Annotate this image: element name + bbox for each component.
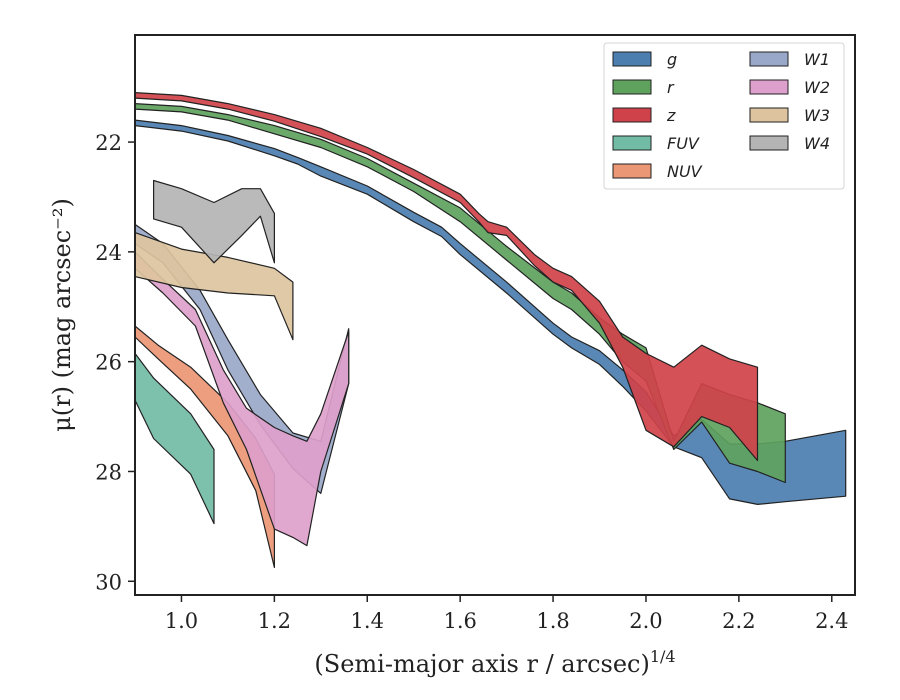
legend-label-w3: W3 [804,106,830,125]
series-band-w4 [153,179,275,264]
series-layer [134,91,847,569]
x-tick-label: 1.8 [536,609,569,633]
plot-frame [134,34,856,596]
legend-swatch-w1 [749,51,789,67]
legend: grz FUV NUV W1 W2 W3 W4 [603,42,845,190]
y-tick-label: 30 [95,570,122,594]
x-tick-label: 1.4 [351,609,384,633]
legend-swatch-g [612,51,652,67]
series-band-w2 [134,251,350,547]
series-band-fuv [134,352,215,525]
x-axis-title: (Semi-major axis r / arcsec)1/4 [314,647,675,678]
x-tick-label: 2.4 [815,609,848,633]
y-tick-label: 22 [95,131,122,155]
legend-label-w2: W2 [804,78,830,97]
series-band-z [134,91,759,462]
ticks-layer: 1.0 1.2 1.4 1.6 1.8 2.0 2.2 2.4 22 24 26 28 30 [95,131,848,633]
y-tick-label: 26 [95,351,122,375]
legend-label-fuv: FUV [667,134,700,153]
legend-label-nuv: NUV [667,162,703,181]
legend-label-z: z [666,106,676,125]
x-tick-label: 2.0 [629,609,662,633]
legend-label-w4: W4 [804,134,830,153]
legend-swatch-w3 [749,107,789,123]
x-tick-label: 1.2 [258,609,291,633]
legend-swatch-nuv [612,163,652,179]
x-tick-label: 2.2 [722,609,755,633]
y-tick-label: 24 [95,241,122,265]
y-tick-label: 28 [95,460,122,484]
legend-swatch-r [612,79,652,95]
legend-swatch-w4 [749,135,789,151]
x-tick-label: 1.6 [443,609,476,633]
legend-swatch-w2 [749,79,789,95]
legend-label-g: g [667,50,677,69]
series-band-r [134,102,786,484]
legend-swatch-fuv [612,135,652,151]
y-axis-title: μ(r) (mag arcsec⁻²) [48,198,76,432]
legend-label-r: r [667,78,675,97]
x-axis-title-text: (Semi-major axis r / arcsec) [314,650,649,678]
legend-swatch-z [612,107,652,123]
legend-label-w1: W1 [804,50,830,69]
x-tick-label: 1.0 [165,609,198,633]
x-axis-title-exponent: 1/4 [650,647,676,666]
